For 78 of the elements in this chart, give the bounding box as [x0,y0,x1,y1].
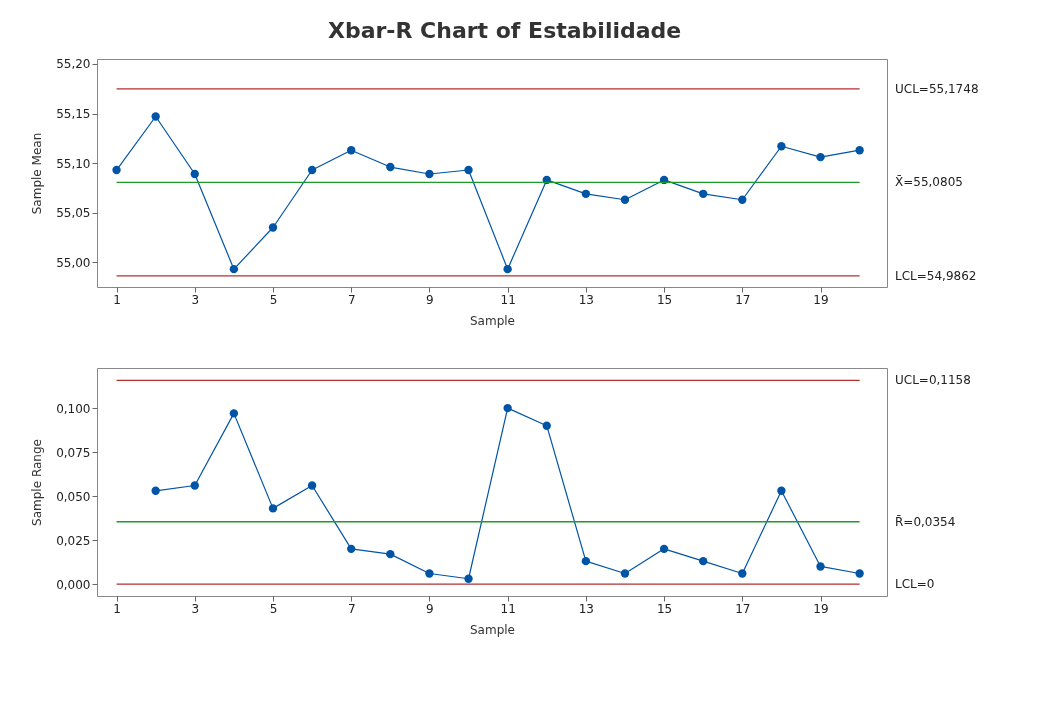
point [738,569,747,578]
x-tick-label: 7 [347,601,356,616]
x-axis-title: Sample [470,313,515,328]
y-tick-label: 55,00 [56,255,91,270]
x-tick-label: 15 [656,292,673,307]
point [699,189,708,198]
point [699,556,708,566]
point [777,486,786,495]
point [581,556,591,566]
point [112,165,121,175]
ref-line-label: UCL=0,1158 [895,373,971,388]
point [464,165,473,175]
x-tick-label: 19 [813,292,829,307]
point [816,562,825,571]
x-tick-label: 1 [113,601,121,616]
point [464,574,473,583]
x-tick-label: 3 [191,292,200,307]
point [620,569,630,578]
chart-title: Xbar-R Chart of Estabilidade [327,18,682,44]
ref-line-label: UCL=55,1748 [895,81,979,96]
point [581,189,591,198]
y-axis-title: Sample Range [30,439,45,526]
y-tick-label: 55,20 [56,57,91,72]
point [386,549,395,559]
x-tick-label: 11 [500,601,516,616]
x-tick-label: 9 [426,601,434,616]
y-tick-label: 0,000 [56,577,91,592]
ref-line-label: R̄=0,0354 [895,514,956,529]
y-axis-title: Sample Mean [30,132,45,215]
point [229,264,239,274]
point [542,421,551,430]
point [307,481,317,490]
point [386,162,395,172]
y-tick-label: 0,025 [56,533,91,548]
x-tick-label: 17 [735,292,751,307]
point [777,142,786,151]
point [855,146,864,155]
point [425,569,434,578]
point [229,409,239,418]
y-tick-label: 55,15 [56,107,91,122]
x-tick-label: 5 [269,601,278,616]
x-axis-title: Sample [470,622,515,637]
x-tick-label: 11 [500,292,516,307]
x-tick-label: 5 [269,292,278,307]
point [151,486,160,495]
point [151,112,160,121]
y-tick-label: 0,100 [56,401,91,416]
point [503,264,512,274]
point [347,544,356,554]
x-tick-label: 9 [426,292,434,307]
point [855,569,864,578]
x-tick-label: 3 [191,601,200,616]
point [816,152,825,162]
y-tick-label: 0,050 [56,489,91,504]
ref-line-label: LCL=0 [895,577,935,592]
point [190,169,199,179]
point [268,223,278,232]
point [659,544,669,554]
ref-line-label: X̄=55,0805 [895,175,963,190]
point [425,169,434,179]
x-tick-label: 13 [578,601,594,616]
y-tick-label: 0,075 [56,445,91,460]
x-tick-label: 7 [347,292,356,307]
x-tick-label: 15 [656,601,673,616]
x-tick-label: 17 [735,601,751,616]
y-tick-label: 55,05 [56,206,91,221]
x-tick-label: 19 [813,601,829,616]
y-tick-label: 55,10 [56,156,91,171]
point [738,195,747,204]
point [190,481,199,490]
ref-line-label: LCL=54,9862 [895,268,977,283]
x-tick-label: 13 [578,292,594,307]
x-tick-label: 1 [113,292,121,307]
point [620,195,630,204]
point [307,165,317,175]
point [268,504,278,513]
point [503,403,512,413]
point [347,146,356,155]
